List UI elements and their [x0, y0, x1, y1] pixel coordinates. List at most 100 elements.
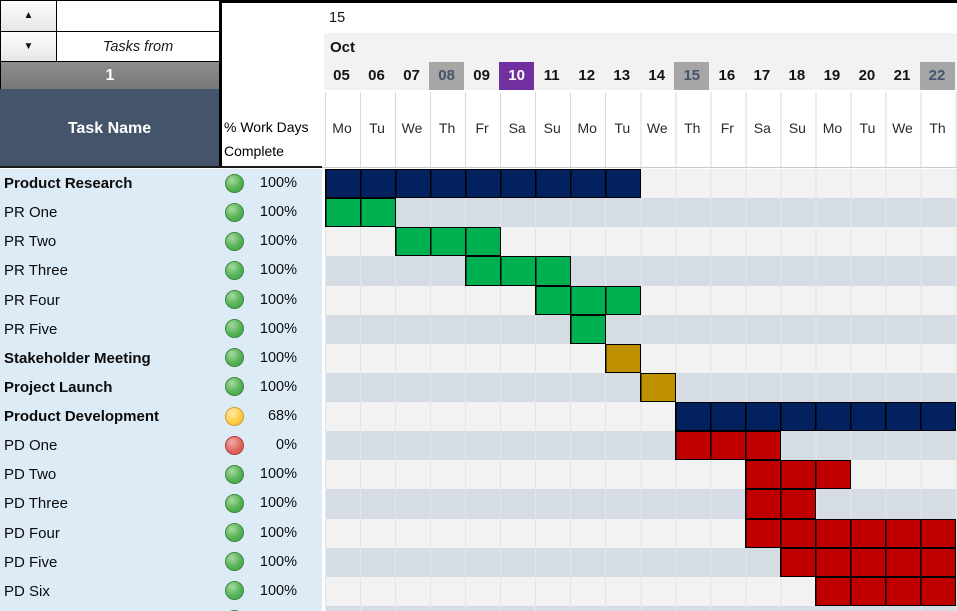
- date-cell-15: 15: [674, 62, 710, 90]
- task-row-pr-four[interactable]: PR Four 100%: [0, 286, 322, 315]
- task-row-pr-three[interactable]: PR Three 100%: [0, 256, 322, 285]
- task-name-label: Stakeholder Meeting: [4, 349, 151, 367]
- task-row-partial-16[interactable]: [0, 606, 322, 611]
- task-row-stakeholder-meeting[interactable]: Stakeholder Meeting 100%: [0, 344, 322, 373]
- gantt-bar-pr-five[interactable]: [569, 314, 607, 344]
- tasks-from-spin-down-button[interactable]: ▼: [0, 31, 57, 63]
- percent-complete-column-header: % Work Days Complete: [222, 89, 322, 168]
- task-row-pr-two[interactable]: PR Two 100%: [0, 227, 322, 256]
- percent-complete-value: 100%: [259, 320, 297, 337]
- dow-cell-12: Mo: [577, 120, 597, 136]
- task-row-product-research[interactable]: Product Research 100%: [0, 169, 322, 198]
- dow-cell-21: We: [892, 120, 913, 136]
- task-list-panel: Product Research 100% PR One 100% PR Two 100%…: [0, 169, 322, 611]
- gantt-bar-pd-five[interactable]: [779, 547, 957, 577]
- percent-complete-value: 100%: [259, 291, 297, 308]
- green-status-icon: [225, 319, 244, 339]
- green-status-icon: [225, 231, 244, 251]
- gantt-bar-pr-two[interactable]: [394, 227, 502, 257]
- date-row: 05 06 07 08 09 10 11 12 13 14 15 16 17 18 19 20 21 22: [324, 62, 957, 90]
- green-status-icon: [225, 348, 244, 368]
- percent-complete-value: 100%: [259, 204, 297, 221]
- percent-complete-value: 100%: [259, 349, 297, 366]
- gantt-bar-pd-three[interactable]: [744, 489, 817, 519]
- dow-cell-13: Tu: [614, 120, 631, 136]
- task-name-label: Project Launch: [4, 378, 113, 396]
- green-status-icon: [225, 260, 244, 280]
- gantt-rows: [324, 169, 957, 611]
- left-header-bottom-border: [0, 166, 322, 168]
- task-name-label: Product Development: [4, 408, 160, 426]
- dow-cell-16: Fr: [720, 120, 734, 136]
- down-arrow-icon: ▼: [23, 41, 34, 52]
- date-cell-17: 17: [753, 67, 771, 84]
- tasks-from-label: Tasks from: [56, 31, 220, 62]
- gantt-bar-pd-two[interactable]: [744, 460, 852, 490]
- task-row-pd-three[interactable]: PD Three 100%: [0, 489, 322, 518]
- task-row-pd-five[interactable]: PD Five 100%: [0, 548, 322, 577]
- task-row-pr-five[interactable]: PR Five 100%: [0, 315, 322, 344]
- green-status-icon: [225, 581, 244, 601]
- date-cell-19: 19: [823, 67, 841, 84]
- percent-complete-value: 100%: [259, 175, 297, 191]
- gantt-bar-project-launch[interactable]: [639, 372, 677, 403]
- gantt-bar-pd-four[interactable]: [744, 518, 957, 548]
- date-cell-22: 22: [919, 62, 955, 90]
- task-name-label: PD Two: [4, 466, 57, 484]
- dow-cell-07: We: [401, 120, 423, 136]
- date-cell-13: 13: [613, 67, 631, 84]
- gantt-bar-stakeholder-meeting[interactable]: [604, 343, 642, 373]
- percent-complete-value: 0%: [276, 437, 297, 454]
- yellow-status-icon: [225, 406, 244, 426]
- task-row-pr-one[interactable]: PR One 100%: [0, 198, 322, 227]
- percent-header-line2: Complete: [224, 143, 284, 159]
- date-cell-18: 18: [788, 67, 806, 84]
- gantt-bar-pr-three[interactable]: [464, 256, 572, 286]
- task-row-pd-one[interactable]: PD One 0%: [0, 431, 322, 460]
- day-band-gridlines: [324, 92, 957, 167]
- dow-cell-11: Su: [543, 120, 561, 136]
- task-name-label: PD Six: [4, 582, 50, 600]
- chart-row-2: [324, 198, 957, 228]
- dow-cell-19: Mo: [822, 120, 843, 136]
- gantt-bar-product-development[interactable]: [674, 402, 957, 432]
- date-cell-08: 08: [429, 62, 465, 90]
- date-cell-07: 07: [403, 67, 420, 84]
- dow-cell-20: Tu: [859, 120, 876, 136]
- gantt-bar-pd-one[interactable]: [674, 431, 782, 461]
- percent-header-line1: % Work Days: [224, 119, 309, 135]
- task-name-label: PD One: [4, 437, 58, 455]
- week-number: 15: [329, 10, 346, 26]
- task-row-pd-four[interactable]: PD Four 100%: [0, 519, 322, 548]
- task-name-label: PR One: [4, 204, 58, 222]
- task-row-pd-six[interactable]: PD Six 100%: [0, 577, 322, 606]
- dow-cell-17: Sa: [753, 120, 771, 136]
- gantt-bar-pr-four[interactable]: [534, 285, 642, 315]
- percent-complete-value: 100%: [259, 233, 297, 250]
- tasks-from-spin-up-button[interactable]: ▲: [0, 0, 57, 32]
- percent-complete-value: 100%: [259, 262, 297, 279]
- dow-cell-14: We: [646, 120, 668, 136]
- dow-cell-15: Th: [684, 120, 701, 136]
- gantt-bar-product-research[interactable]: [324, 169, 642, 199]
- dow-cell-09: Fr: [475, 120, 489, 136]
- chart-row-4: [324, 256, 957, 286]
- chart-row-16: [324, 605, 957, 611]
- dow-cell-05: Mo: [332, 120, 352, 136]
- task-row-project-launch[interactable]: Project Launch 100%: [0, 373, 322, 402]
- tasks-from-value-cell[interactable]: 1: [0, 61, 220, 90]
- green-status-icon: [225, 464, 244, 484]
- green-status-icon: [225, 493, 244, 513]
- percent-complete-value: 100%: [259, 466, 297, 483]
- gantt-bar-pd-six[interactable]: [814, 576, 957, 606]
- task-name-label: PR Three: [4, 262, 68, 280]
- task-name-label: PD Four: [4, 524, 60, 542]
- empty-cell: [56, 0, 220, 32]
- gantt-bar-pr-one[interactable]: [324, 198, 396, 228]
- task-row-pd-two[interactable]: PD Two 100%: [0, 460, 322, 489]
- day-of-week-band: Mo Tu We Th Fr Sa Su Mo Tu We Th Fr Sa Su Mo Tu We Th: [322, 90, 957, 168]
- chart-top-border: [220, 0, 957, 3]
- chart-row-12: [324, 489, 957, 519]
- task-row-product-development[interactable]: Product Development 68%: [0, 402, 322, 431]
